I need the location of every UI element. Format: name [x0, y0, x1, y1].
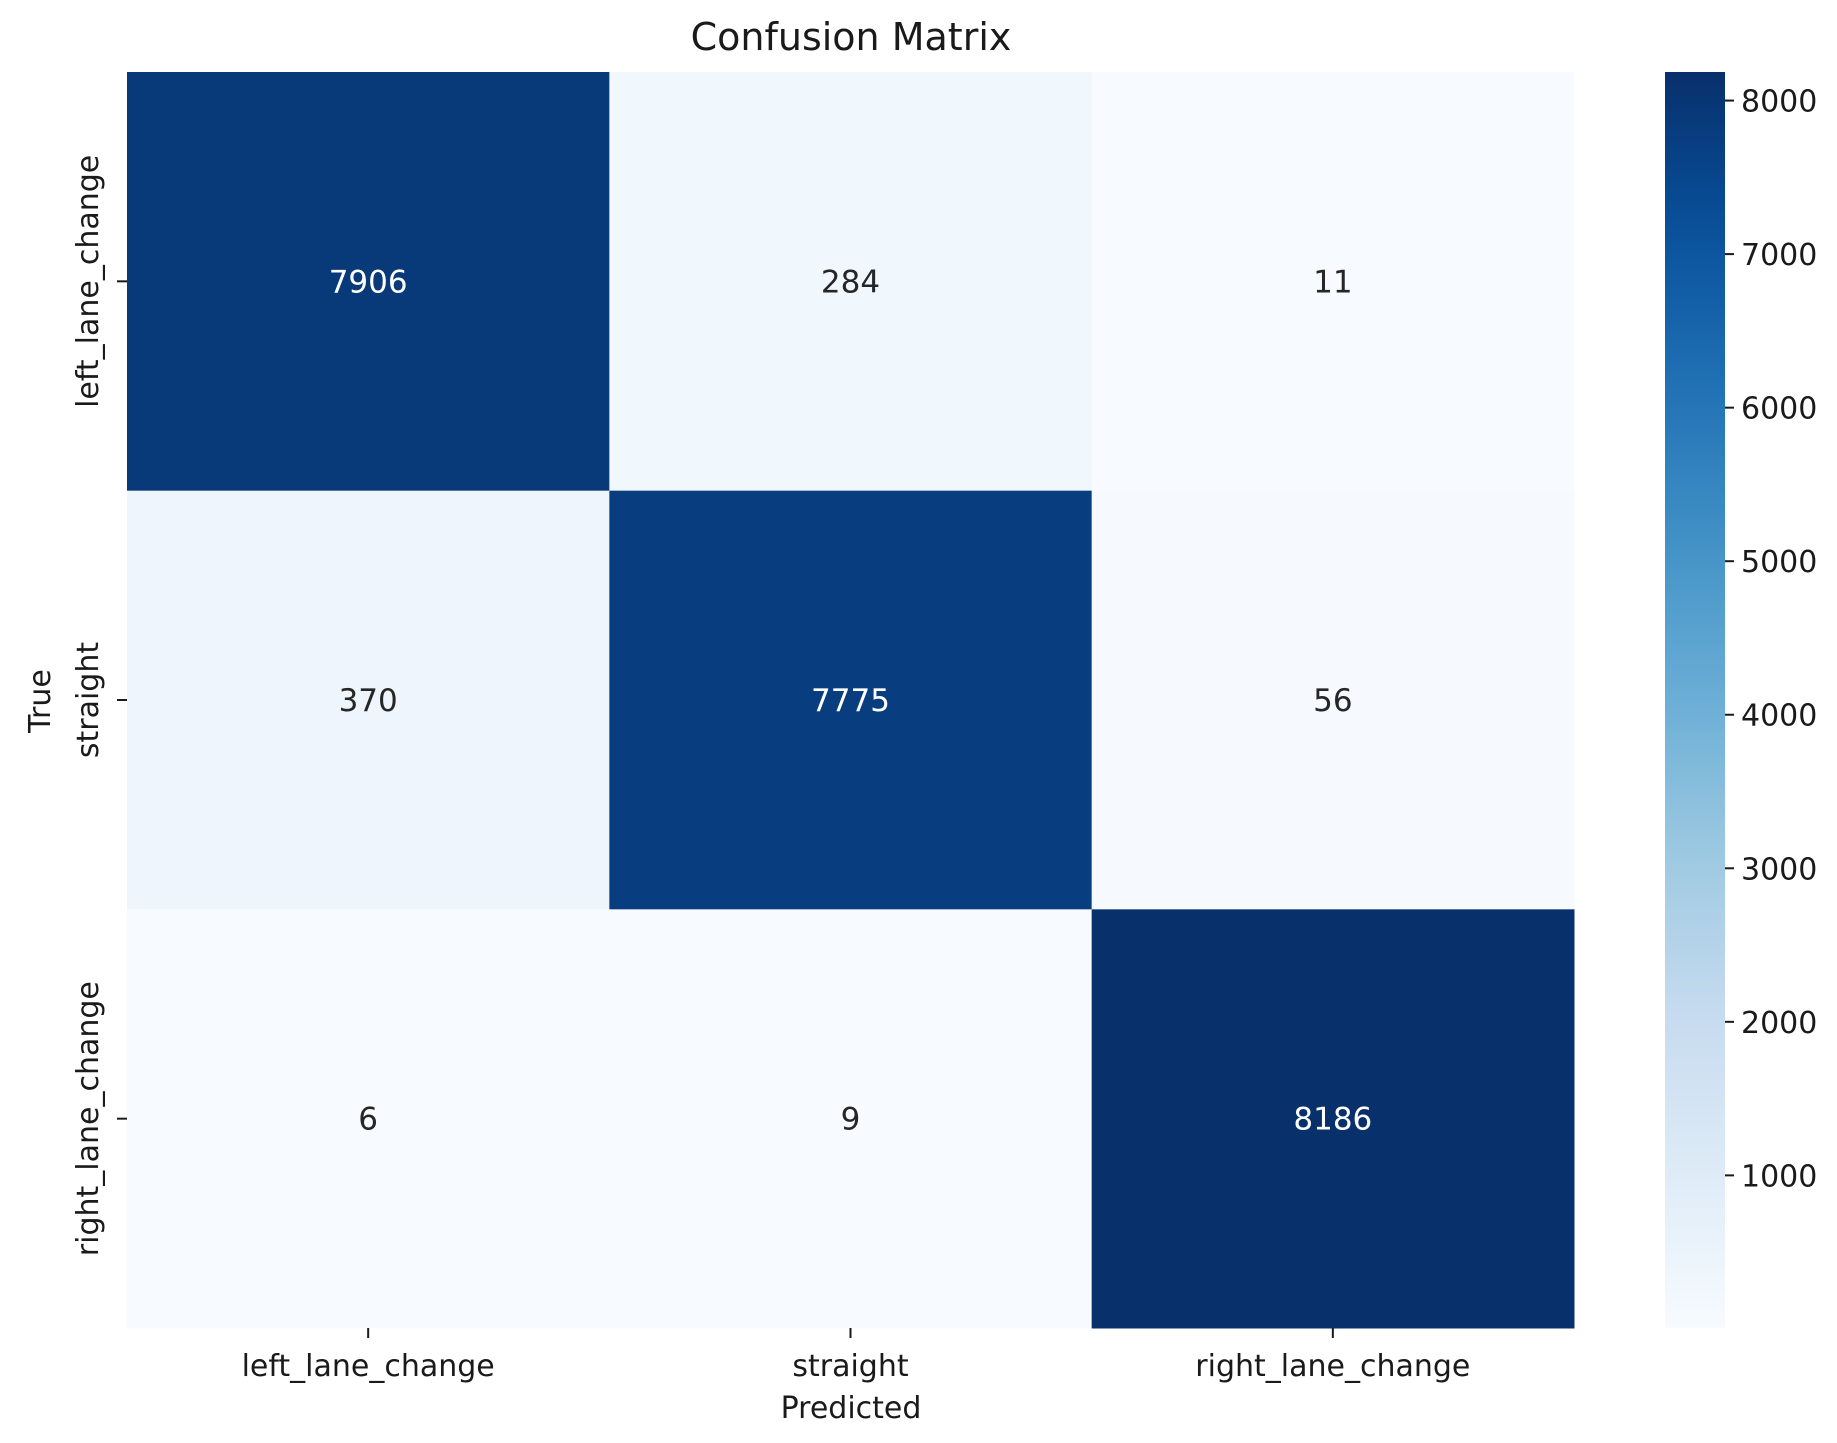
heatmap-cell-value: 11 — [1313, 264, 1352, 300]
heatmap-cell — [609, 490, 1093, 910]
heatmap-cell — [127, 490, 610, 910]
heatmap-cells — [127, 72, 1575, 1329]
x-tick-label: left_lane_change — [242, 1349, 495, 1384]
y-tick-label: straight — [71, 642, 106, 759]
heatmap-cell-value: 6 — [358, 1102, 378, 1138]
heatmap-cell — [609, 72, 1093, 492]
y-tick-label: left_lane_change — [71, 155, 106, 408]
y-tick-label: right_lane_change — [71, 981, 106, 1256]
heatmap-cell — [1091, 909, 1575, 1329]
heatmap-cell-value: 284 — [821, 264, 880, 300]
heatmap-cell — [1091, 72, 1575, 492]
heatmap-cell — [1091, 490, 1575, 910]
colorbar-tick-label: 4000 — [1741, 699, 1817, 734]
heatmap-cell — [127, 909, 610, 1329]
colorbar-tick-label: 5000 — [1741, 545, 1817, 580]
heatmap-cell-value: 370 — [339, 683, 398, 719]
heatmap-cell-value: 56 — [1313, 683, 1352, 719]
chart-title: Confusion Matrix — [691, 15, 1012, 59]
colorbar-tick-label: 6000 — [1741, 392, 1817, 427]
x-tick-label: straight — [792, 1349, 909, 1384]
colorbar-tick-label: 8000 — [1741, 85, 1817, 120]
x-axis-label: Predicted — [781, 1391, 922, 1426]
heatmap-cell-value: 9 — [841, 1102, 861, 1138]
y-axis-label: True — [23, 669, 58, 734]
x-axis-ticks: left_lane_change straight right_lane_chang… — [242, 1328, 1470, 1384]
x-tick-label: right_lane_change — [1195, 1349, 1470, 1384]
y-axis-ticks: left_lane_change straight right_lane_chang… — [71, 155, 127, 1256]
heatmap-cell-value: 8186 — [1293, 1102, 1372, 1138]
colorbar-ticks: 1000 2000 3000 4000 5000 6000 7000 8000 — [1725, 85, 1817, 1194]
heatmap-cell-value: 7906 — [329, 264, 408, 300]
heatmap-cell-value: 7775 — [811, 683, 890, 719]
colorbar-tick-label: 7000 — [1741, 238, 1817, 273]
colorbar — [1665, 72, 1725, 1328]
heatmap-cell — [127, 72, 610, 492]
colorbar-tick-label: 2000 — [1741, 1006, 1817, 1041]
colorbar-tick-label: 1000 — [1741, 1159, 1817, 1194]
colorbar-tick-label: 3000 — [1741, 852, 1817, 887]
heatmap-cell-labels: 7906 284 11 370 7775 56 6 9 8186 — [329, 264, 1373, 1137]
heatmap-cell — [609, 909, 1093, 1329]
